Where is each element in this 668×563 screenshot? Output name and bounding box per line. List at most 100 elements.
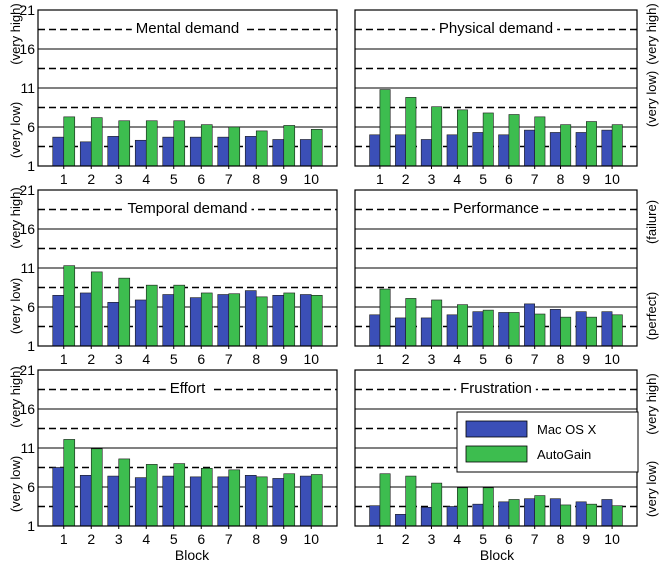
panel-title: Mental demand xyxy=(136,20,239,37)
bar-autogain-10 xyxy=(611,505,623,527)
bar-autogain-8 xyxy=(560,124,572,167)
y-tick-label: 11 xyxy=(20,80,35,96)
bar-autogain-5 xyxy=(482,487,494,527)
x-tick-label: 1 xyxy=(376,531,384,547)
bar-mac-1 xyxy=(52,467,65,527)
x-tick-label: 10 xyxy=(303,351,319,367)
legend-label-autogain: AutoGain xyxy=(537,447,591,462)
x-axis-title-right: Block xyxy=(480,547,515,563)
x-tick-label: 6 xyxy=(505,351,513,367)
scale-labels: (very high) (very low) (very high) (very… xyxy=(8,3,659,563)
y-tick-label: 11 xyxy=(20,260,35,276)
bar-mac-10 xyxy=(601,311,613,347)
x-tick-label: 4 xyxy=(142,171,150,187)
bar-autogain-3 xyxy=(431,482,443,527)
x-tick-label: 7 xyxy=(531,171,539,187)
x-tick-label: 7 xyxy=(531,351,539,367)
x-tick-label: 2 xyxy=(87,351,95,367)
x-tick-label: 3 xyxy=(428,351,436,367)
legend-swatch-mac xyxy=(465,420,528,438)
bar-autogain-3 xyxy=(118,277,131,347)
bar-mac-5 xyxy=(472,132,484,167)
bar-mac-5 xyxy=(162,475,175,527)
bar-mac-3 xyxy=(420,317,432,347)
bar-autogain-10 xyxy=(611,314,623,347)
bar-mac-1 xyxy=(369,505,381,527)
right-low-label-row3: (very low) xyxy=(644,461,659,517)
bar-mac-6 xyxy=(498,501,510,527)
x-tick-label: 7 xyxy=(225,531,233,547)
bar-mac-7 xyxy=(217,136,230,167)
x-tick-label: 3 xyxy=(115,171,123,187)
right-high-label-row3: (very high) xyxy=(644,373,659,434)
left-low-label-row1: (very low) xyxy=(8,102,23,158)
bar-mac-10 xyxy=(299,475,312,527)
bar-mac-2 xyxy=(395,513,407,527)
bar-mac-9 xyxy=(272,139,285,167)
bar-autogain-4 xyxy=(456,109,468,167)
y-tick-label: 21 xyxy=(19,362,35,378)
x-tick-label: 8 xyxy=(252,351,260,367)
bar-autogain-6 xyxy=(508,114,520,167)
bar-mac-4 xyxy=(134,477,147,527)
bar-autogain-9 xyxy=(585,121,597,167)
x-tick-label: 4 xyxy=(453,531,461,547)
bar-autogain-2 xyxy=(405,475,417,527)
bar-mac-8 xyxy=(549,309,561,347)
bar-mac-6 xyxy=(189,297,202,347)
x-tick-label: 9 xyxy=(582,351,590,367)
bar-mac-8 xyxy=(244,290,257,347)
bar-autogain-9 xyxy=(283,125,296,167)
bar-autogain-9 xyxy=(283,292,296,347)
x-tick-label: 5 xyxy=(479,531,487,547)
bar-autogain-6 xyxy=(200,292,213,347)
x-tick-label: 4 xyxy=(142,531,150,547)
bar-autogain-7 xyxy=(228,126,241,167)
y-tick-label: 6 xyxy=(27,119,35,135)
y-tick-label: 6 xyxy=(27,299,35,315)
x-tick-label: 9 xyxy=(280,531,288,547)
bar-mac-4 xyxy=(446,134,458,167)
bar-autogain-7 xyxy=(228,469,241,527)
left-high-label-row1: (very high) xyxy=(8,3,23,64)
x-tick-label: 7 xyxy=(531,531,539,547)
y-tick-label: 16 xyxy=(19,41,35,57)
bar-mac-5 xyxy=(472,311,484,347)
bar-mac-9 xyxy=(575,311,587,347)
y-tick-label: 11 xyxy=(20,440,35,456)
panel-title-background xyxy=(123,199,252,218)
bar-mac-10 xyxy=(601,129,613,167)
plot-frame xyxy=(37,9,338,167)
bar-mac-1 xyxy=(52,294,65,347)
left-high-label-row3: (very high) xyxy=(8,366,23,427)
bar-autogain-2 xyxy=(405,298,417,347)
bar-mac-9 xyxy=(272,478,285,527)
bar-mac-6 xyxy=(189,476,202,527)
bar-autogain-4 xyxy=(145,284,158,347)
legend-swatch-autogain xyxy=(465,445,528,463)
x-tick-label: 3 xyxy=(428,531,436,547)
x-tick-label: 4 xyxy=(142,351,150,367)
left-high-label-row2: (very high) xyxy=(8,187,23,248)
x-tick-label: 9 xyxy=(582,531,590,547)
panel-4: Performance 1 2 3 4 5 6 7 8 9 10 xyxy=(354,189,638,367)
bar-mac-2 xyxy=(395,134,407,167)
bar-mac-5 xyxy=(472,503,484,527)
panel-title: Frustration xyxy=(460,380,532,397)
y-tick-label: 16 xyxy=(19,401,35,417)
bar-autogain-5 xyxy=(173,284,186,347)
bar-mac-1 xyxy=(52,136,65,167)
bar-mac-3 xyxy=(107,302,120,347)
plot-frame xyxy=(37,189,338,347)
bar-autogain-5 xyxy=(173,463,186,527)
bar-autogain-9 xyxy=(585,316,597,347)
bar-mac-2 xyxy=(79,141,92,167)
x-tick-label: 2 xyxy=(87,171,95,187)
y-tick-label: 21 xyxy=(19,182,35,198)
x-tick-label: 9 xyxy=(582,171,590,187)
legend-label-mac: Mac OS X xyxy=(537,422,597,437)
